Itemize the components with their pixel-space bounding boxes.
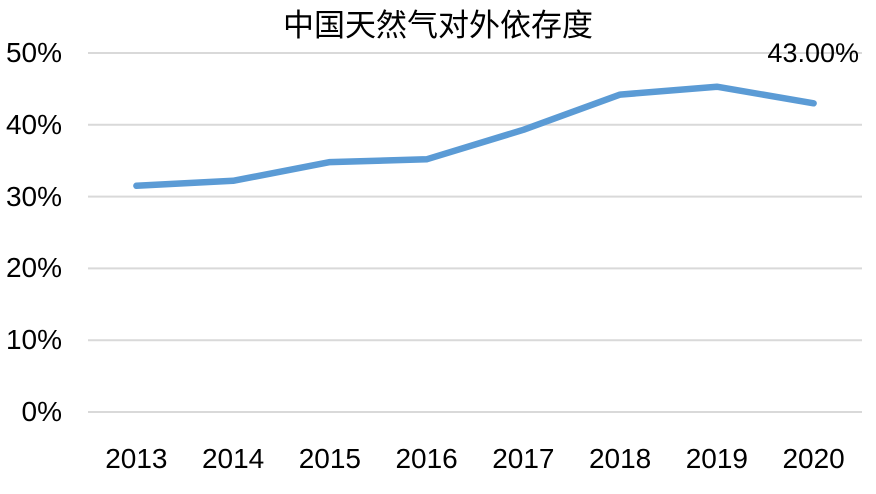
x-axis-tick-label: 2013 [105, 443, 168, 474]
x-axis-tick-label: 2018 [588, 443, 652, 474]
chart-title: 中国天然气对外依存度 [283, 8, 593, 43]
x-axis-tick-label: 2017 [492, 443, 555, 474]
y-axis-tick-label: 50% [5, 37, 62, 68]
x-axis-tick-label: 2015 [298, 443, 362, 474]
y-axis-tick-label: 10% [5, 324, 62, 356]
x-axis-tick-label: 2016 [395, 443, 458, 474]
last-point-data-label: 43.00% [767, 38, 859, 68]
trend-line [133, 83, 817, 190]
y-axis-tick-label: 40% [5, 108, 62, 140]
x-axis-tick-label: 2019 [685, 443, 749, 474]
x-axis-tick-label: 2014 [201, 443, 265, 474]
y-axis-tick-label: 0% [21, 396, 62, 427]
y-axis-tick-label: 30% [5, 180, 62, 212]
x-axis-tick-label: 2020 [782, 443, 845, 474]
y-axis-tick-label: 20% [5, 252, 62, 284]
